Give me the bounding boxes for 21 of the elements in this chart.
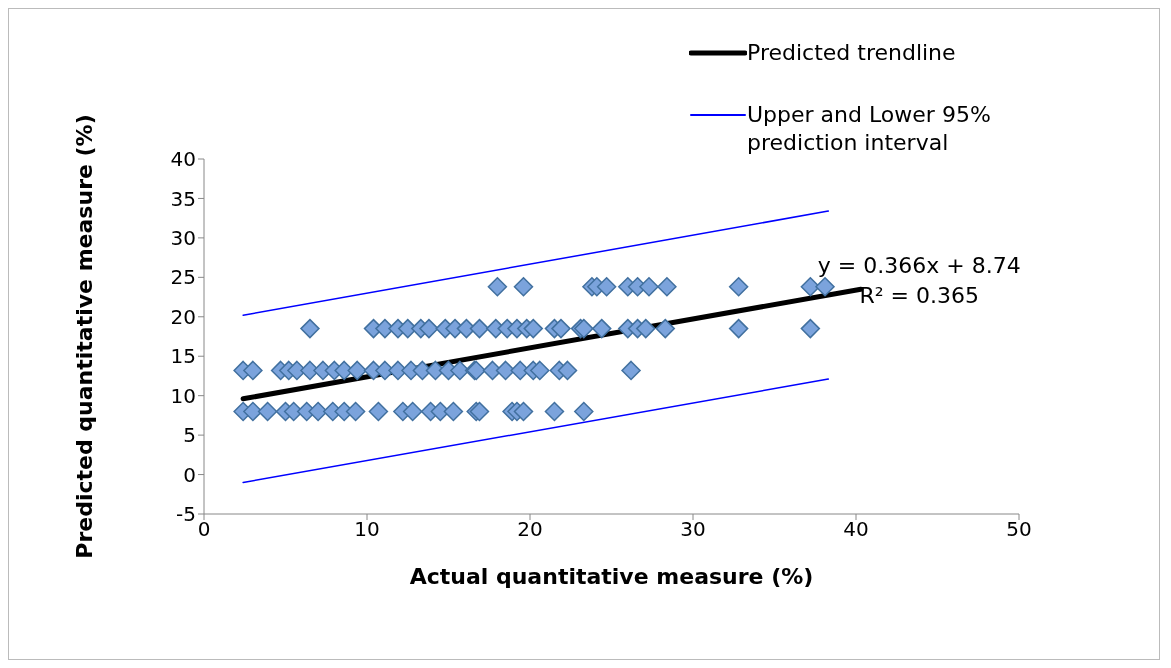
x-tick-label: 20 <box>517 517 543 542</box>
x-tick-label: 30 <box>680 517 706 542</box>
annotation: R² = 0.365 <box>859 282 980 308</box>
x-tick-label: 50 <box>1006 517 1032 542</box>
y-tick-label: 20 <box>170 304 196 329</box>
y-tick-label: 25 <box>170 265 196 290</box>
y-tick-label: 0 <box>183 462 196 487</box>
x-axis-title: Actual quantitative measure (%) <box>409 564 814 589</box>
x-tick-label: 10 <box>354 517 380 542</box>
y-axis-title: Predicted quantitative measure (%) <box>71 114 97 559</box>
annotation: y = 0.366x + 8.74 <box>817 252 1021 278</box>
y-tick-label: 35 <box>170 186 196 211</box>
y-tick-label: 30 <box>170 225 196 250</box>
y-tick-label: 15 <box>170 344 196 369</box>
y-tick-label: 5 <box>183 423 196 448</box>
y-tick-label: -5 <box>176 502 196 527</box>
y-tick-label: 10 <box>170 383 196 408</box>
y-tick-label: 40 <box>170 147 196 172</box>
legend-label: Upper and Lower 95% prediction interval <box>747 101 992 157</box>
x-tick-label: 40 <box>843 517 869 542</box>
legend-label: Predicted trendline <box>747 39 956 67</box>
